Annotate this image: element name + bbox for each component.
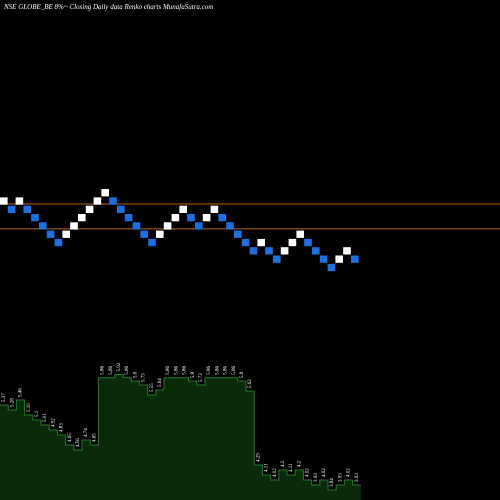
renko-brick [85,205,94,213]
renko-brick [241,238,250,247]
renko-brick [179,205,187,213]
renko-brick [304,238,312,247]
renko-brick [124,214,133,222]
renko-brick [39,222,47,230]
value-label: 3.93 [338,473,343,482]
renko-brick [288,238,297,247]
value-label: 5.86 [183,366,188,375]
renko-brick [7,205,16,213]
renko-brick [273,255,281,263]
value-label: 4.2 [281,460,286,467]
value-label: 5.64 [158,378,163,387]
renko-brick [187,214,195,222]
renko-brick [234,230,242,238]
value-label: 3.84 [330,478,335,487]
value-label: 3.93 [355,473,360,482]
value-label: 4.02 [322,468,327,477]
value-label: 4.65 [68,433,73,442]
value-label: 5.55 [150,383,155,392]
renko-brick [265,247,273,255]
renko-brick [109,197,117,205]
value-label: 4.83 [60,423,65,432]
value-label: 5.28 [10,398,15,407]
renko-brick [327,263,336,272]
renko-brick [62,230,70,238]
renko-brick [31,214,39,222]
renko-brick [312,247,320,255]
renko-brick [280,247,289,255]
renko-brick [23,205,31,213]
renko-brick [156,230,164,238]
value-label: 5.8 [133,371,138,378]
value-label: 4.29 [256,453,261,462]
renko-brick [210,205,219,213]
value-label: 5.73 [142,373,147,382]
renko-brick [78,214,86,222]
value-label: 5.86 [166,366,171,375]
renko-brick [163,222,172,230]
value-label: 5.86 [224,366,229,375]
renko-brick [257,238,265,247]
renko-brick [0,197,8,205]
value-label: 5.01 [43,413,48,422]
value-label: 5.46 [19,388,24,397]
renko-brick [351,255,359,263]
value-label: 5.86 [101,366,106,375]
value-label: 5.73 [199,373,204,382]
value-label: 4.74 [84,428,89,437]
renko-brick [15,197,24,205]
area-edge [0,373,361,491]
value-label: 4.02 [306,468,311,477]
value-label: 5.86 [174,366,179,375]
value-label: 5.1 [35,410,40,417]
value-label: 5.86 [109,366,114,375]
renko-brick [195,222,203,230]
value-label: 5.86 [125,366,130,375]
value-label: 5.86 [232,366,237,375]
renko-brick [54,238,63,247]
renko-brick [70,222,78,230]
renko-brick [202,214,211,222]
renko-brick [117,205,125,213]
value-label: 4.2 [297,460,302,467]
renko-brick [93,197,102,205]
renko-brick [218,214,226,222]
renko-brick [335,255,343,263]
renko-brick [46,230,55,238]
renko-brick [296,230,304,238]
chart-title: NSE GLOBE_BE 8%~ Closing Daily data Renk… [3,3,213,11]
renko-brick [249,247,258,255]
value-label: 5.62 [248,379,253,388]
renko-brick [171,214,180,222]
value-label: 5.37 [2,393,7,402]
value-label: 4.92 [51,418,56,427]
value-label: 5.8 [191,371,196,378]
area [0,374,361,500]
renko-brick [140,230,148,238]
value-label: 4.02 [347,468,352,477]
value-label: 5.86 [215,366,220,375]
value-label: 5.19 [27,403,32,412]
renko-brick [101,189,109,197]
value-label: 4.02 [273,468,278,477]
renko-brick [132,222,141,230]
value-label: 4.65 [92,433,97,442]
renko-brick [148,238,156,247]
value-label: 4.11 [265,463,270,472]
value-label: 3.93 [314,473,319,482]
value-label: 5.86 [207,366,212,375]
value-label: 5.8 [240,371,245,378]
renko-brick [343,247,351,255]
value-label: 5.92 [117,362,122,371]
renko-brick [319,255,328,263]
value-label: 4.56 [76,438,81,447]
value-label: 4.11 [289,463,294,472]
renko-brick [226,222,234,230]
